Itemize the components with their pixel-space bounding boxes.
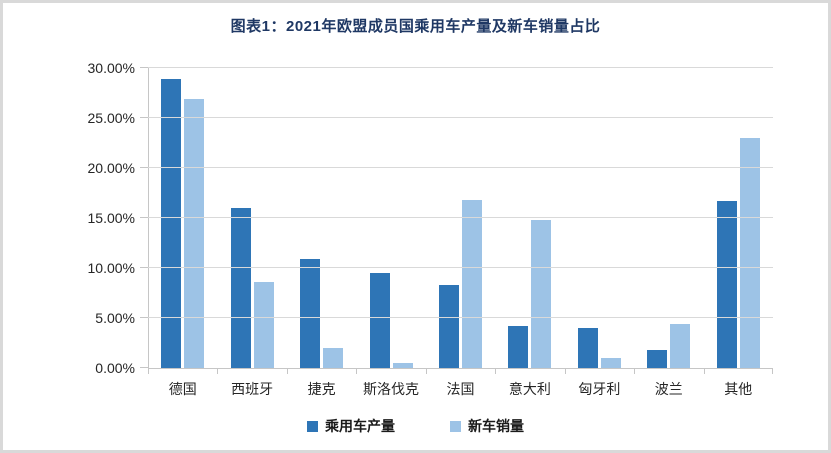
bar-group-其他: [704, 68, 773, 368]
x-axis-tick: [565, 368, 566, 374]
y-axis-tick-label: 20.00%: [87, 160, 135, 176]
bar-乘用车产量-捷克: [300, 259, 321, 368]
legend: 乘用车产量 新车销量: [3, 416, 828, 436]
y-axis-tick-label: 0.00%: [95, 360, 135, 376]
bar-新车销量-意大利: [531, 220, 552, 368]
x-axis-tick: [426, 368, 427, 374]
x-axis-tick: [634, 368, 635, 374]
legend-swatch-icon: [450, 420, 461, 432]
bar-乘用车产量-波兰: [647, 350, 668, 368]
x-axis-tick: [148, 368, 149, 374]
bar-新车销量-西班牙: [253, 282, 274, 368]
gridline: [148, 67, 773, 68]
gridline: [148, 167, 773, 168]
x-axis-tick: [287, 368, 288, 374]
bar-group-意大利: [495, 68, 564, 368]
legend-item-新车销量: 新车销量: [450, 416, 524, 436]
bar-group-西班牙: [217, 68, 286, 368]
gridline: [148, 117, 773, 118]
bar-乘用车产量-法国: [438, 285, 459, 368]
bar-group-捷克: [287, 68, 356, 368]
legend-label: 乘用车产量: [325, 418, 395, 434]
legend-label: 新车销量: [468, 418, 524, 434]
bar-新车销量-波兰: [670, 324, 691, 368]
y-axis-tick: [140, 317, 148, 318]
x-axis-label: 其他: [724, 381, 753, 397]
x-axis-label: 法国: [446, 381, 475, 397]
x-axis-tick: [356, 368, 357, 374]
x-axis-line: [148, 368, 773, 369]
bar-新车销量-捷克: [323, 348, 344, 368]
x-axis-label: 捷克: [307, 381, 336, 397]
x-axis-label: 波兰: [654, 381, 683, 397]
x-axis-tick: [704, 368, 705, 374]
bar-group-斯洛伐克: [356, 68, 425, 368]
bar-groups: [148, 68, 773, 368]
bar-新车销量-其他: [739, 138, 760, 368]
bar-group-德国: [148, 68, 217, 368]
bar-乘用车产量-匈牙利: [577, 328, 598, 368]
x-axis-labels: 德国 西班牙 捷克 斯洛伐克 法国 意大利 匈牙利 波兰 其他: [148, 379, 773, 399]
chart-title: 图表1：2021年欧盟成员国乘用车产量及新车销量占比: [230, 18, 601, 35]
bar-新车销量-匈牙利: [600, 358, 621, 368]
gridline: [148, 267, 773, 268]
y-axis-tick: [140, 367, 148, 368]
bar-新车销量-德国: [184, 99, 205, 368]
y-axis-tick-label: 10.00%: [87, 260, 135, 276]
bar-新车销量-法国: [461, 200, 482, 368]
y-axis-tick: [140, 117, 148, 118]
bar-group-波兰: [634, 68, 703, 368]
bar-新车销量-斯洛伐克: [392, 363, 413, 368]
y-axis-tick-label: 30.00%: [87, 60, 135, 76]
y-axis-tick: [140, 67, 148, 68]
plot-area: [140, 67, 773, 374]
x-axis-label: 西班牙: [231, 381, 274, 397]
x-axis-tick: [772, 368, 773, 374]
y-axis-tick: [140, 217, 148, 218]
bar-乘用车产量-德国: [161, 79, 182, 368]
bar-乘用车产量-其他: [716, 201, 737, 368]
x-axis-label: 意大利: [508, 381, 551, 397]
x-axis-label: 匈牙利: [578, 381, 621, 397]
x-axis-label: 斯洛伐克: [363, 381, 420, 397]
y-axis-tick-label: 25.00%: [87, 110, 135, 126]
x-axis-tick: [217, 368, 218, 374]
x-axis-label: 德国: [168, 381, 197, 397]
legend-swatch-icon: [307, 420, 318, 432]
x-axis-tick: [495, 368, 496, 374]
y-axis-tick: [140, 267, 148, 268]
y-axis-tick-label: 15.00%: [87, 210, 135, 226]
y-axis-tick-label: 5.00%: [95, 310, 135, 326]
gridline: [148, 317, 773, 318]
bar-乘用车产量-西班牙: [230, 208, 251, 368]
y-axis-tick: [140, 167, 148, 168]
y-axis-line: [148, 68, 149, 368]
gridline: [148, 217, 773, 218]
legend-item-乘用车产量: 乘用车产量: [307, 416, 395, 436]
bar-乘用车产量-意大利: [508, 326, 529, 368]
bar-group-法国: [426, 68, 495, 368]
bar-group-匈牙利: [565, 68, 634, 368]
bar-乘用车产量-斯洛伐克: [369, 273, 390, 368]
